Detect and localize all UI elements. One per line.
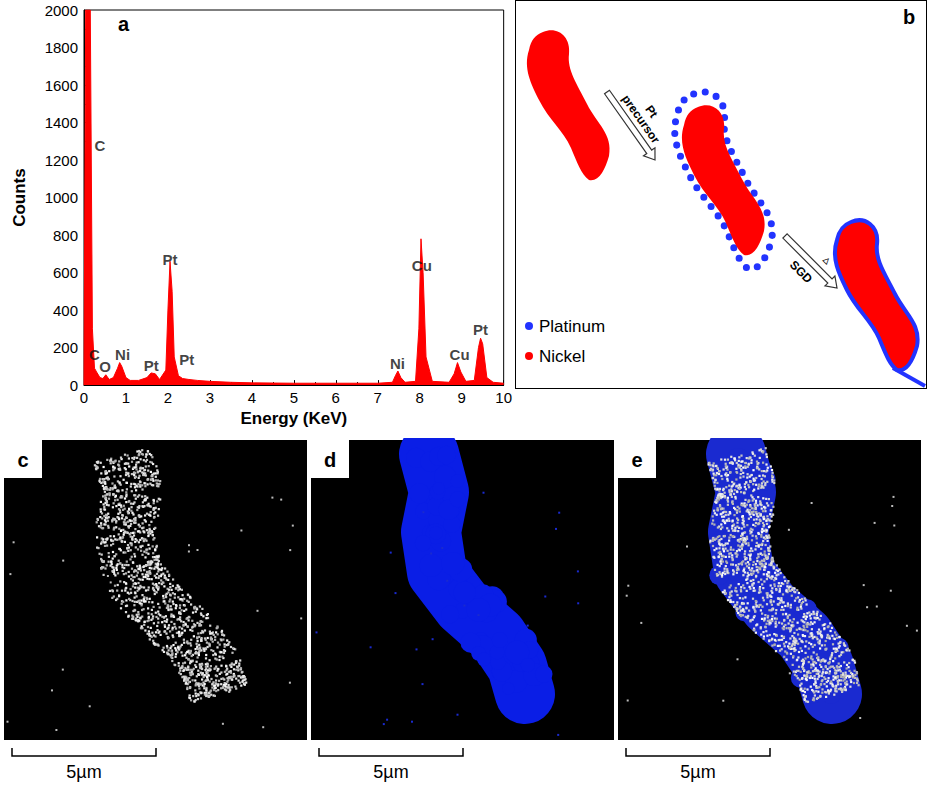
svg-text:3: 3 xyxy=(206,389,214,406)
svg-text:1: 1 xyxy=(122,389,130,406)
svg-text:Pt: Pt xyxy=(144,357,159,374)
svg-text:5µm: 5µm xyxy=(373,762,408,782)
svg-text:Ni: Ni xyxy=(115,346,130,363)
svg-text:O: O xyxy=(99,358,111,375)
svg-text:1400: 1400 xyxy=(45,114,78,131)
svg-text:Platinum: Platinum xyxy=(539,317,605,336)
svg-text:1200: 1200 xyxy=(45,152,78,169)
svg-text:800: 800 xyxy=(53,227,78,244)
svg-text:Pt: Pt xyxy=(163,251,178,268)
svg-text:5: 5 xyxy=(290,389,298,406)
svg-text:c: c xyxy=(17,449,28,471)
svg-text:b: b xyxy=(903,6,915,28)
svg-text:5µm: 5µm xyxy=(66,762,101,782)
svg-text:1000: 1000 xyxy=(45,189,78,206)
svg-text:Ni: Ni xyxy=(390,355,405,372)
svg-text:▵: ▵ xyxy=(820,252,836,268)
svg-text:1600: 1600 xyxy=(45,77,78,94)
svg-text:Energy (KeV): Energy (KeV) xyxy=(240,409,347,428)
svg-text:6: 6 xyxy=(332,389,340,406)
svg-text:Pt: Pt xyxy=(642,102,661,121)
svg-text:precursor: precursor xyxy=(619,92,663,146)
svg-text:4: 4 xyxy=(248,389,256,406)
svg-text:Nickel: Nickel xyxy=(539,347,585,366)
svg-text:5µm: 5µm xyxy=(680,762,715,782)
svg-text:SGD: SGD xyxy=(787,258,816,287)
svg-text:200: 200 xyxy=(53,339,78,356)
svg-text:1800: 1800 xyxy=(45,39,78,56)
svg-text:7: 7 xyxy=(374,389,382,406)
svg-text:2: 2 xyxy=(164,389,172,406)
svg-text:d: d xyxy=(324,449,336,471)
svg-text:Cu: Cu xyxy=(450,346,470,363)
svg-text:0: 0 xyxy=(70,377,78,394)
svg-text:Pt: Pt xyxy=(473,321,488,338)
svg-text:C: C xyxy=(89,345,100,363)
svg-text:8: 8 xyxy=(416,389,424,406)
svg-text:Cu: Cu xyxy=(412,257,432,274)
svg-text:2000: 2000 xyxy=(45,2,78,19)
svg-text:0: 0 xyxy=(80,389,88,406)
svg-text:400: 400 xyxy=(53,302,78,319)
svg-text:10: 10 xyxy=(495,389,512,406)
svg-text:600: 600 xyxy=(53,264,78,281)
svg-text:Counts: Counts xyxy=(10,168,29,227)
svg-text:a: a xyxy=(118,13,130,35)
svg-text:C: C xyxy=(95,137,106,154)
svg-text:Pt: Pt xyxy=(179,351,194,368)
svg-text:e: e xyxy=(631,449,642,471)
svg-text:9: 9 xyxy=(458,389,466,406)
